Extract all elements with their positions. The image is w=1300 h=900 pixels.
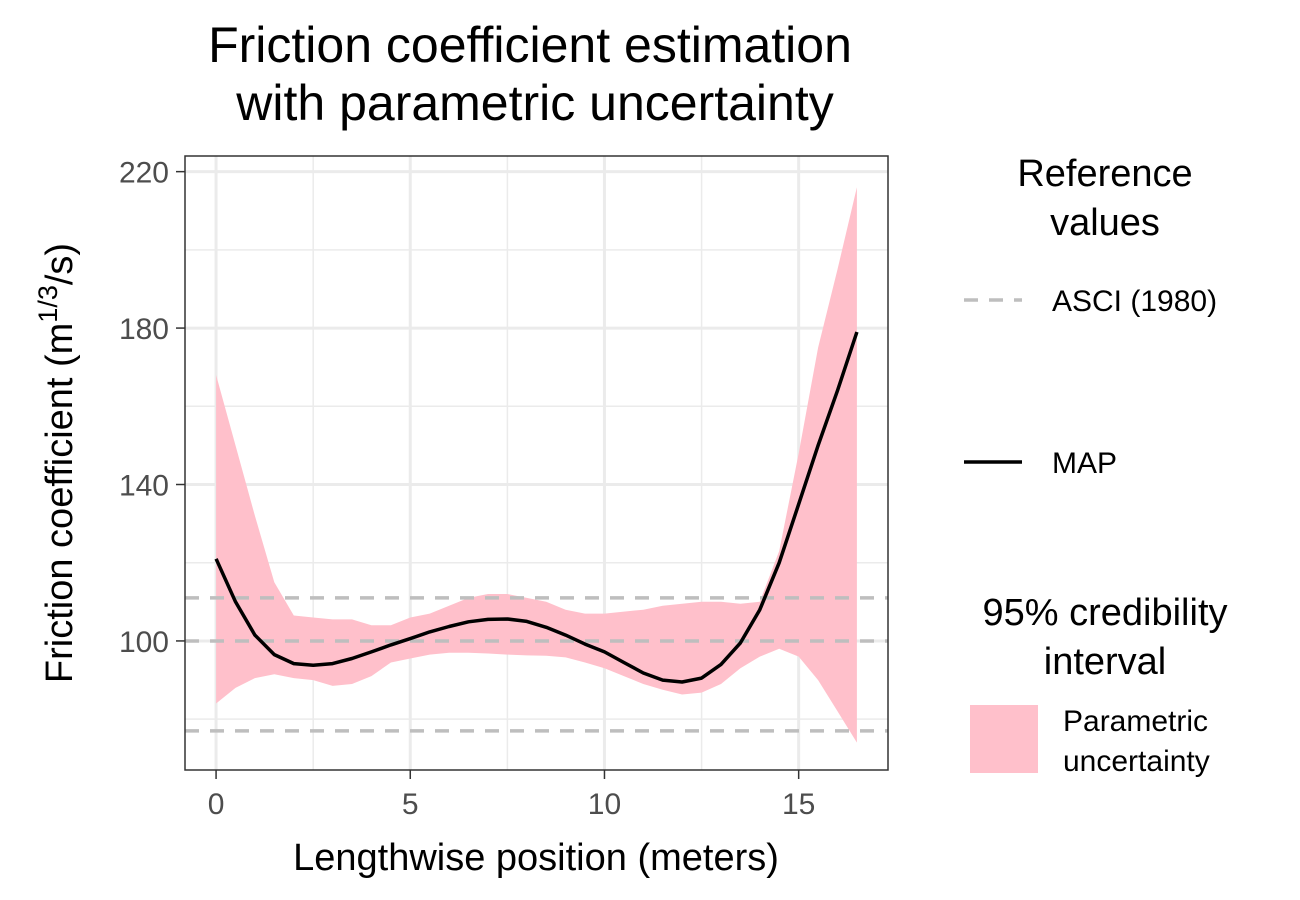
y-tick-label: 140 bbox=[119, 470, 169, 503]
chart-title-line-1: Friction coefficient estimation bbox=[208, 17, 852, 73]
plot-panel bbox=[184, 155, 889, 771]
legend-interval: 95% credibility interval Parametric unce… bbox=[970, 592, 1228, 778]
x-tick-label: 5 bbox=[402, 788, 419, 821]
legend-interval-title-line-2: interval bbox=[1044, 641, 1167, 683]
legend-asci-label: ASCI (1980) bbox=[1052, 285, 1217, 318]
legend-band-label-line-2: uncertainty bbox=[1063, 745, 1210, 778]
y-axis-title-superscript: 1/3 bbox=[33, 285, 63, 323]
grid-minor bbox=[185, 156, 888, 770]
x-tick-label: 10 bbox=[588, 788, 621, 821]
x-tick-label: 15 bbox=[782, 788, 815, 821]
legend-reference: Reference values ASCI (1980) MAP bbox=[964, 153, 1217, 480]
y-axis: 100 140 180 220 bbox=[119, 157, 185, 659]
map-line bbox=[214, 331, 859, 684]
legend-map-label: MAP bbox=[1052, 447, 1117, 480]
chart-title-line-2: with parametric uncertainty bbox=[235, 75, 833, 131]
legend-interval-title-line-1: 95% credibility bbox=[983, 592, 1228, 634]
uncertainty-band bbox=[216, 187, 857, 743]
y-tick-label: 100 bbox=[119, 626, 169, 659]
legend-band-key bbox=[970, 705, 1038, 773]
panel-border bbox=[184, 155, 889, 771]
x-axis-title: Lengthwise position (meters) bbox=[293, 837, 779, 879]
y-axis-title: Friction coefficient (m1/3/s) bbox=[33, 243, 81, 683]
reference-lines bbox=[185, 596, 888, 733]
x-axis: 0 5 10 15 bbox=[208, 770, 815, 821]
legend-reference-title-line-1: Reference bbox=[1017, 153, 1192, 195]
y-axis-title-suffix: /s) bbox=[39, 243, 81, 285]
x-tick-label: 0 bbox=[208, 788, 225, 821]
legend-band-label-line-1: Parametric bbox=[1063, 705, 1208, 738]
y-tick-label: 180 bbox=[119, 313, 169, 346]
y-axis-title-prefix: Friction coefficient (m bbox=[39, 323, 81, 683]
legend-reference-title-line-2: values bbox=[1050, 202, 1160, 244]
grid-major bbox=[185, 156, 888, 770]
y-tick-label: 220 bbox=[119, 157, 169, 190]
